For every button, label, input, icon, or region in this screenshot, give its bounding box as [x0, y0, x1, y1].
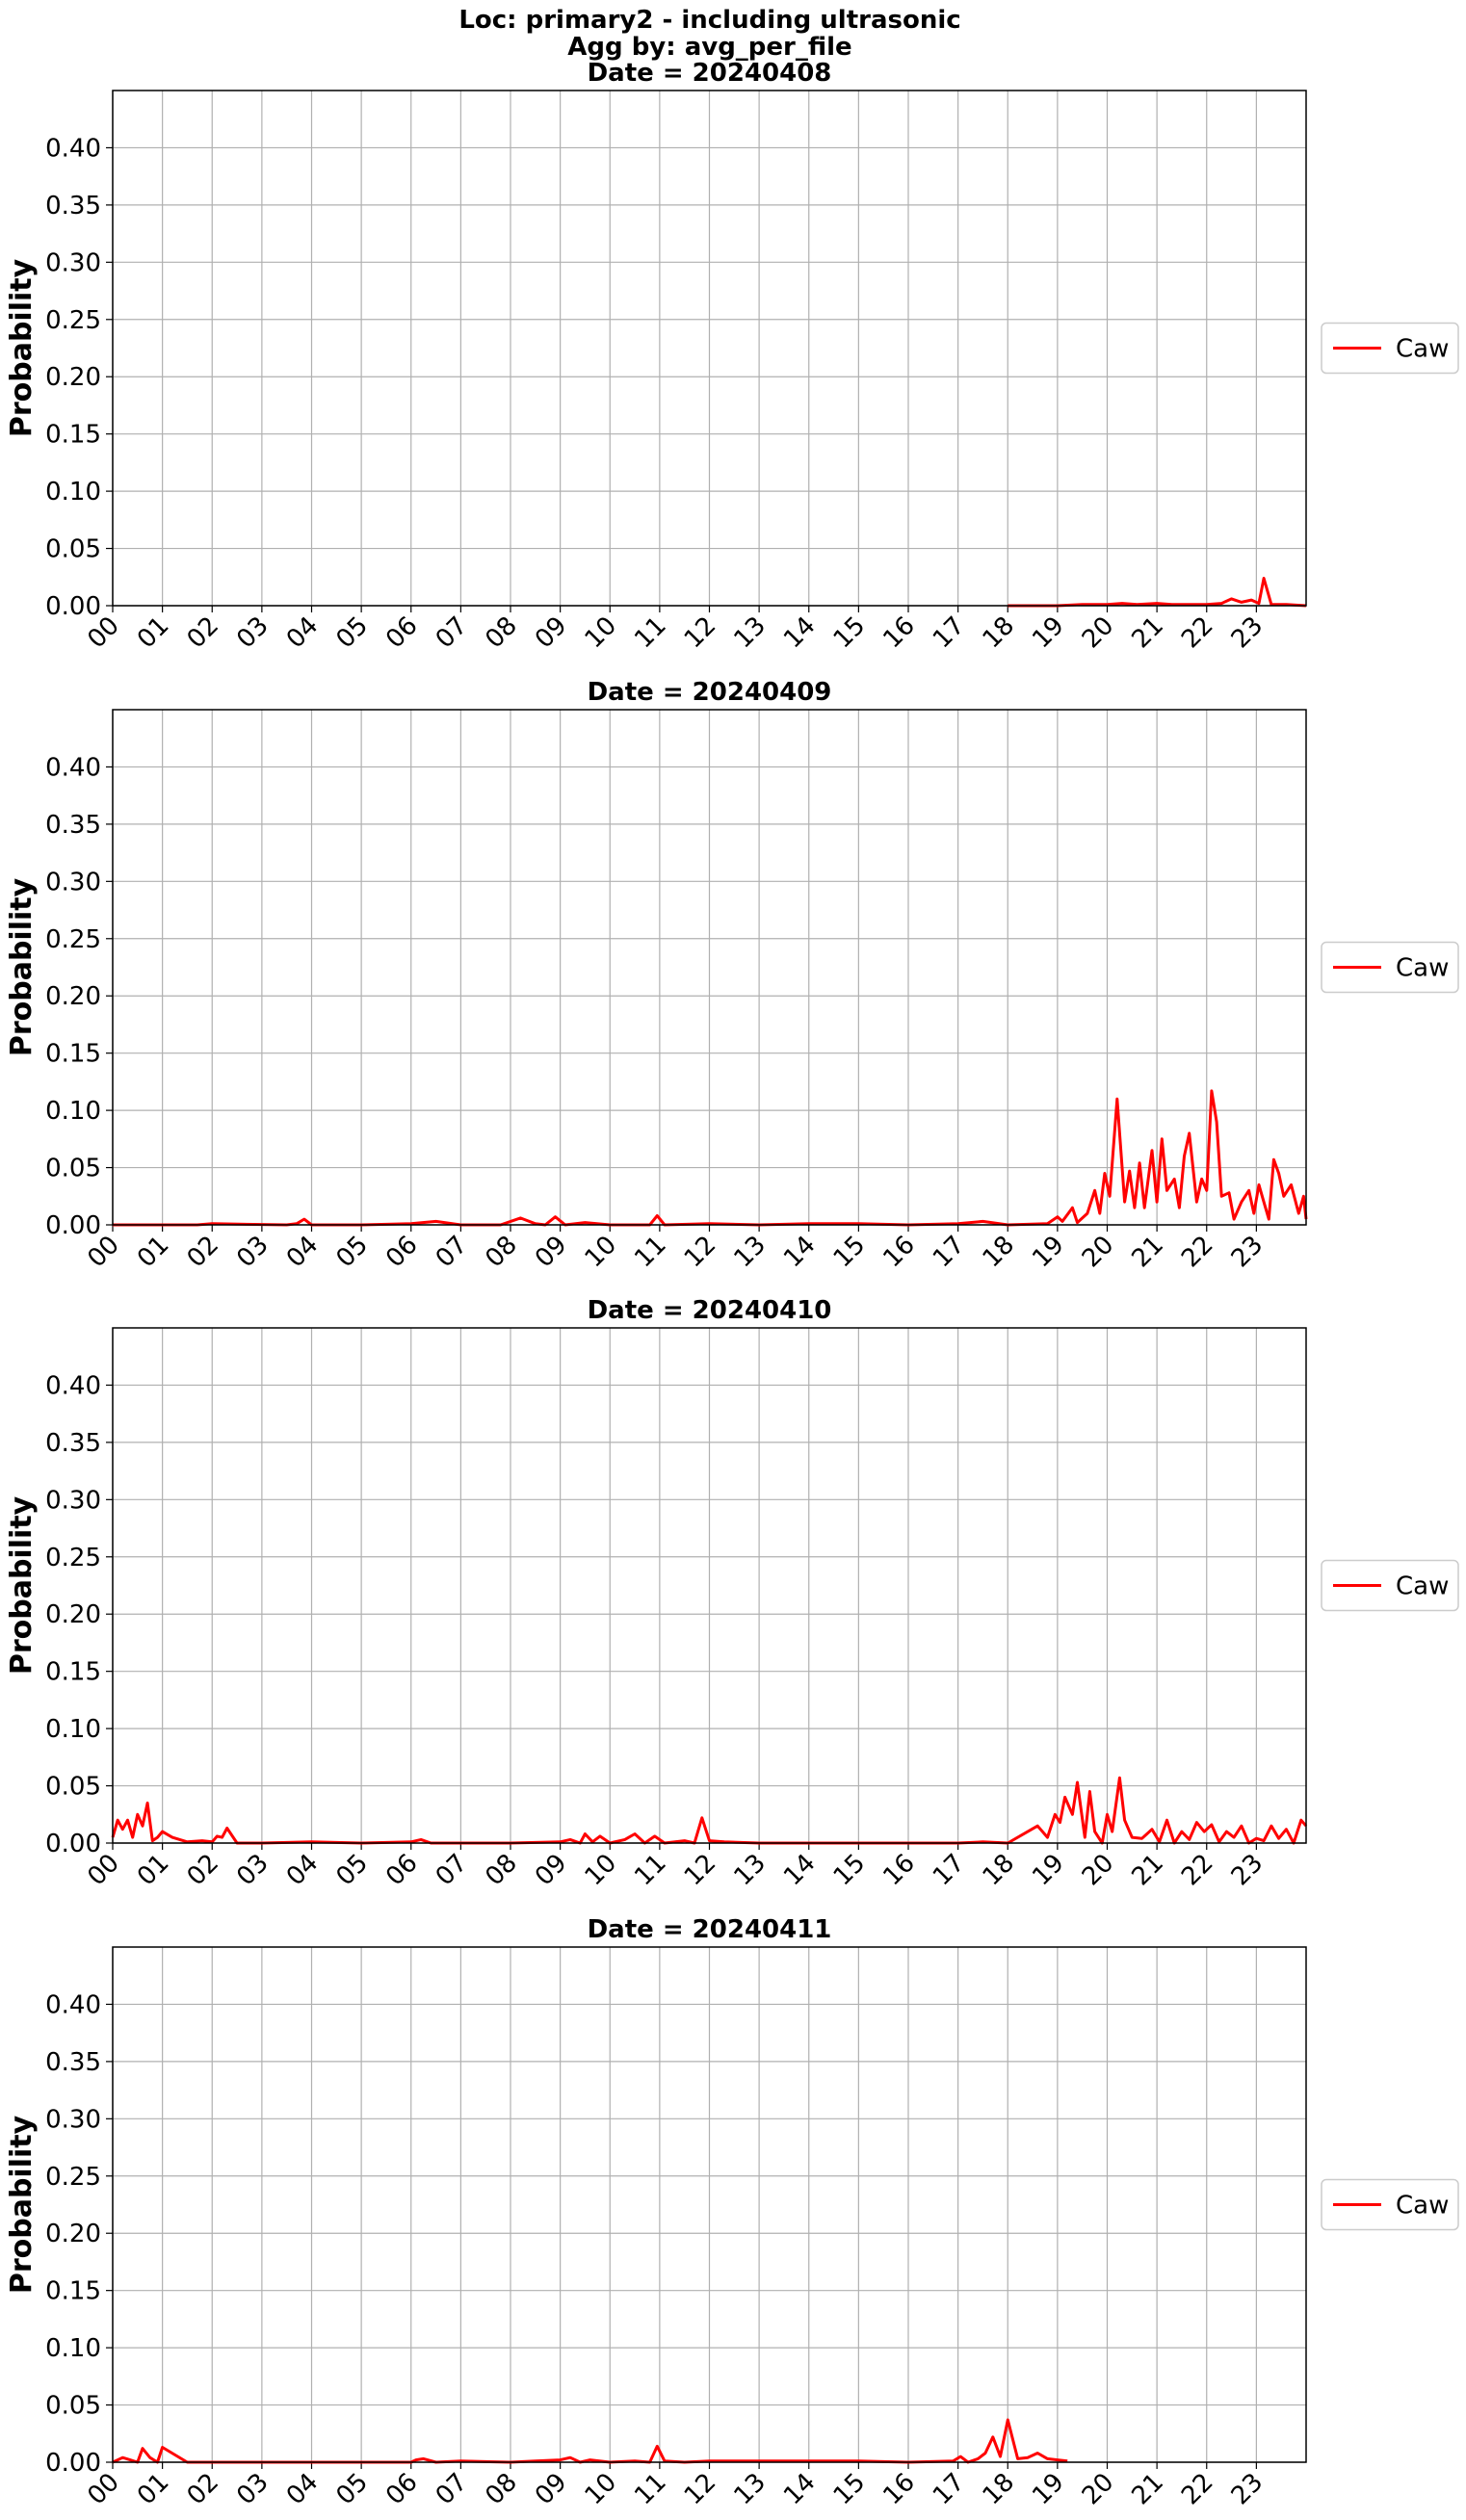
y-tick-label: 0.35 — [45, 192, 101, 221]
legend: Caw — [1321, 1559, 1459, 1612]
legend-label: Caw — [1396, 2192, 1449, 2221]
legend-box — [1321, 2178, 1459, 2231]
legend-label: Caw — [1396, 954, 1449, 983]
y-tick-label: 0.10 — [45, 2334, 101, 2363]
y-tick-label: 0.40 — [45, 1371, 101, 1400]
y-tick-label: 0.05 — [45, 1773, 101, 1802]
y-tick-label: 0.05 — [45, 535, 101, 564]
y-axis-label: Probability — [5, 2115, 39, 2294]
y-tick-label: 0.25 — [45, 306, 101, 335]
y-tick-label: 0.00 — [45, 1211, 101, 1240]
panel-title: Date = 20240408 — [588, 59, 832, 88]
axes-frame — [112, 1327, 1307, 1844]
legend-label: Caw — [1396, 335, 1449, 364]
y-tick-label: 0.00 — [45, 592, 101, 621]
y-tick-label: 0.15 — [45, 1040, 101, 1069]
y-tick-label: 0.00 — [45, 2449, 101, 2478]
legend-box — [1321, 322, 1459, 375]
y-tick-label: 0.20 — [45, 363, 101, 392]
y-tick-label: 0.30 — [45, 868, 101, 896]
y-tick-label: 0.40 — [45, 134, 101, 163]
y-tick-label: 0.20 — [45, 1600, 101, 1629]
series-line-caw — [1008, 577, 1307, 608]
y-tick-label: 0.35 — [45, 2048, 101, 2077]
axes-frame — [112, 90, 1307, 607]
y-tick-label: 0.15 — [45, 1658, 101, 1687]
chart-panel-1: Date = 20240408 0.00 0.05 0.10 0.15 0.20 0.25 0… — [5, 59, 1459, 654]
y-tick-label: 0.40 — [45, 753, 101, 782]
y-tick-label: 0.20 — [45, 982, 101, 1011]
axes-frame — [112, 1946, 1307, 2463]
y-tick-label: 0.10 — [45, 478, 101, 507]
series-line-caw — [112, 2418, 1068, 2464]
y-tick-label: 0.20 — [45, 2220, 101, 2248]
y-tick-label: 0.10 — [45, 1715, 101, 1744]
y-tick-label: 0.40 — [45, 1990, 101, 2019]
y-tick-label: 0.25 — [45, 925, 101, 954]
y-tick-label: 0.30 — [45, 1486, 101, 1515]
y-axis-label: Probability — [5, 877, 39, 1056]
panel-title: Date = 20240410 — [588, 1296, 832, 1325]
legend: Caw — [1321, 322, 1459, 375]
y-tick-label: 0.15 — [45, 421, 101, 450]
figure-title-line-1: Loc: primary2 - including ultrasonic — [458, 6, 960, 35]
y-tick-label: 0.05 — [45, 1155, 101, 1183]
y-tick-label: 0.35 — [45, 811, 101, 840]
axes-frame — [112, 709, 1307, 1226]
panel-title: Date = 20240411 — [588, 1915, 832, 1944]
y-tick-label: 0.10 — [45, 1097, 101, 1126]
y-tick-label: 0.30 — [45, 248, 101, 277]
series-line-caw — [113, 1089, 1308, 1227]
y-axis-label: Probability — [5, 1495, 39, 1675]
y-tick-label: 0.05 — [45, 2392, 101, 2421]
y-tick-label: 0.25 — [45, 2163, 101, 2192]
legend: Caw — [1321, 2178, 1459, 2231]
legend: Caw — [1321, 941, 1459, 994]
chart-panels: Date = 20240408 0.00 0.05 0.10 0.15 0.20 0.25 0… — [5, 59, 1459, 2510]
y-tick-label: 0.15 — [45, 2277, 101, 2306]
y-tick-label: 0.25 — [45, 1544, 101, 1572]
legend-box — [1321, 941, 1459, 994]
y-tick-label: 0.30 — [45, 2105, 101, 2134]
legend-label: Caw — [1396, 1572, 1449, 1601]
legend-box — [1321, 1559, 1459, 1612]
figure-title-line-2: Agg by: avg_per_file — [567, 33, 851, 62]
y-tick-label: 0.00 — [45, 1830, 101, 1858]
y-tick-label: 0.35 — [45, 1429, 101, 1458]
y-axis-label: Probability — [5, 258, 39, 437]
panel-title: Date = 20240409 — [588, 678, 832, 707]
